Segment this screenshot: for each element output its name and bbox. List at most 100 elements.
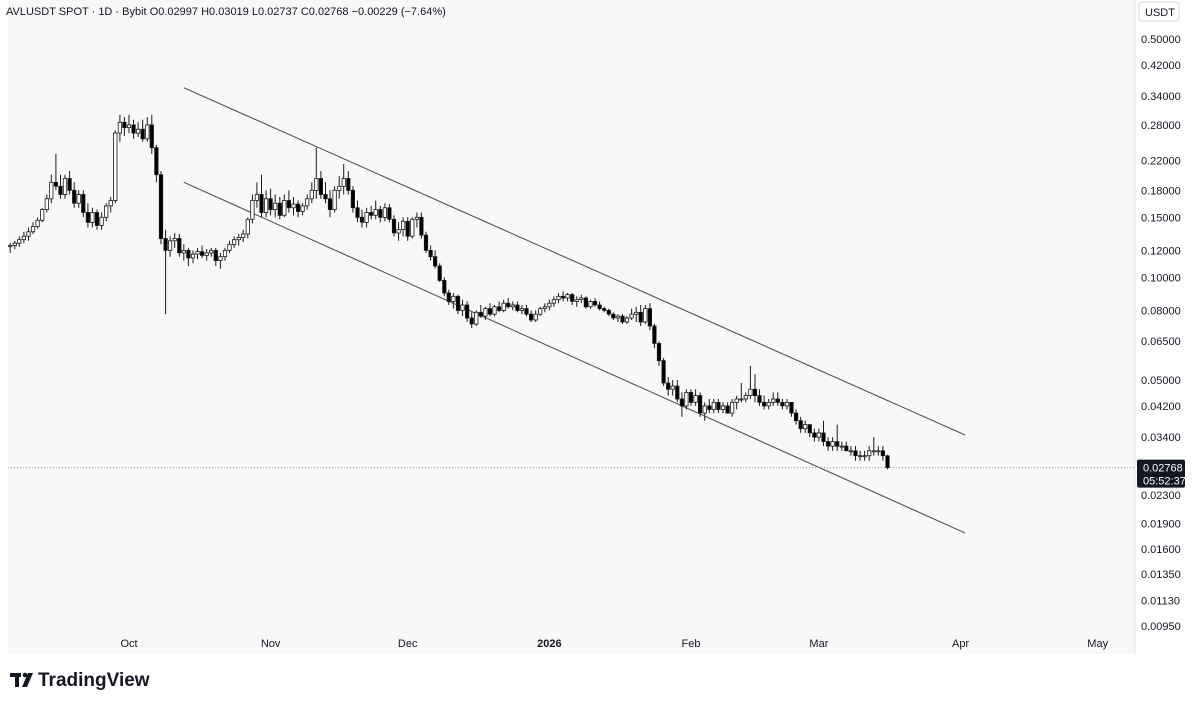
candle-body-up (816, 432, 822, 438)
candle (245, 217, 250, 239)
candle-body-down (437, 265, 442, 281)
candle-body-down (656, 343, 662, 362)
candle (263, 190, 269, 218)
tradingview-logo[interactable]: TradingView (10, 670, 150, 691)
price-tick-label: 0.10000 (1141, 272, 1181, 284)
candle-body-down (122, 121, 127, 129)
candle-body-up (135, 128, 141, 134)
currency-label: USDT (1145, 7, 1175, 19)
price-tick-label: 0.01350 (1141, 569, 1181, 581)
candle-body-down (387, 207, 392, 220)
candle-body-down (675, 385, 680, 400)
candle-body-up (684, 391, 689, 407)
candle (442, 277, 447, 297)
candle (762, 395, 767, 410)
candle (158, 171, 164, 245)
candle-body-up (167, 240, 173, 251)
price-tick-label: 0.02300 (1141, 490, 1181, 502)
candle (862, 450, 867, 461)
candle (341, 164, 346, 195)
candle-body-down (405, 220, 410, 237)
candle (295, 200, 301, 218)
candle (880, 446, 886, 461)
candle (437, 263, 442, 282)
candle (565, 293, 570, 302)
legend-close-value: 0.02768 (309, 6, 349, 18)
price-tick-label: 0.06500 (1141, 336, 1181, 348)
lower-channel-line[interactable] (183, 181, 966, 534)
candle-body-up (711, 401, 716, 410)
candle-body-up (172, 238, 177, 242)
candle-body-down (570, 294, 575, 302)
candle-body-down (432, 256, 438, 267)
candle (195, 247, 200, 260)
candle-body-down (775, 398, 780, 403)
candle (602, 306, 607, 313)
candle-body-up (282, 200, 287, 216)
candle-countdown: 05:52:37 (1143, 476, 1186, 488)
candle (821, 420, 826, 447)
candle (460, 299, 465, 317)
time-axis-area[interactable] (8, 632, 1135, 654)
candle-body-down (455, 295, 461, 311)
candle-body-up (474, 311, 479, 325)
candle-body-down (94, 212, 100, 226)
last-price-tag-bg (1137, 459, 1185, 488)
candle (771, 392, 776, 406)
candle-body-up (858, 455, 863, 458)
candle (53, 154, 59, 191)
candle (145, 117, 150, 142)
tradingview-wordmark: TradingView (38, 670, 150, 691)
candle (469, 312, 474, 329)
candle (273, 194, 278, 218)
candle-body-down (762, 401, 767, 407)
candle (108, 197, 113, 213)
candle (789, 401, 794, 417)
candle (72, 182, 77, 208)
upper-channel-line[interactable] (183, 87, 966, 436)
candle (743, 392, 748, 403)
candle-body-down (378, 209, 383, 218)
legend-low-value: 0.02737 (258, 6, 298, 18)
candle (291, 197, 296, 216)
candle (780, 399, 785, 410)
candle-body-down (469, 317, 474, 325)
candle (675, 380, 680, 403)
candle-body-up (547, 302, 552, 308)
price-axis[interactable]: 0.50000 0.42000 0.34000 0.28000 0.22000 0.180… (1141, 34, 1181, 633)
time-axis[interactable]: Oct Nov Dec 2026 Feb Mar Apr May (120, 638, 1108, 650)
candle (17, 236, 22, 247)
candle (8, 243, 13, 253)
candle-body-up (263, 198, 269, 213)
candle (807, 424, 812, 438)
candle (104, 203, 109, 222)
candle-body-up (538, 308, 543, 315)
candle-body-up (743, 395, 748, 400)
candle (277, 197, 282, 220)
candle-body-down (524, 308, 529, 315)
candle-body-up (784, 401, 790, 407)
candle-body-down (844, 445, 849, 452)
candle-body-up (519, 308, 525, 311)
candle (400, 217, 406, 237)
candle-body-up (341, 178, 346, 187)
candle (506, 298, 511, 309)
candle (620, 314, 625, 324)
candle (730, 399, 735, 417)
price-tick-label: 0.01900 (1141, 518, 1181, 530)
price-tick-label: 0.05000 (1141, 375, 1181, 387)
price-tick-label: 0.04200 (1141, 401, 1181, 413)
candle-body-up (21, 235, 27, 241)
candle-body-up (382, 207, 388, 218)
plot-area[interactable] (8, 0, 1135, 632)
legend-change: −0.00229 (−7.64%) (352, 6, 446, 18)
legend-open-value: 0.02997 (158, 6, 198, 18)
candle (464, 301, 470, 322)
price-tick-label: 0.08000 (1141, 305, 1181, 317)
candle-body-up (99, 216, 104, 226)
candle-body-up (305, 198, 310, 207)
candle (446, 289, 451, 305)
currency-selector[interactable] (1138, 1, 1180, 22)
